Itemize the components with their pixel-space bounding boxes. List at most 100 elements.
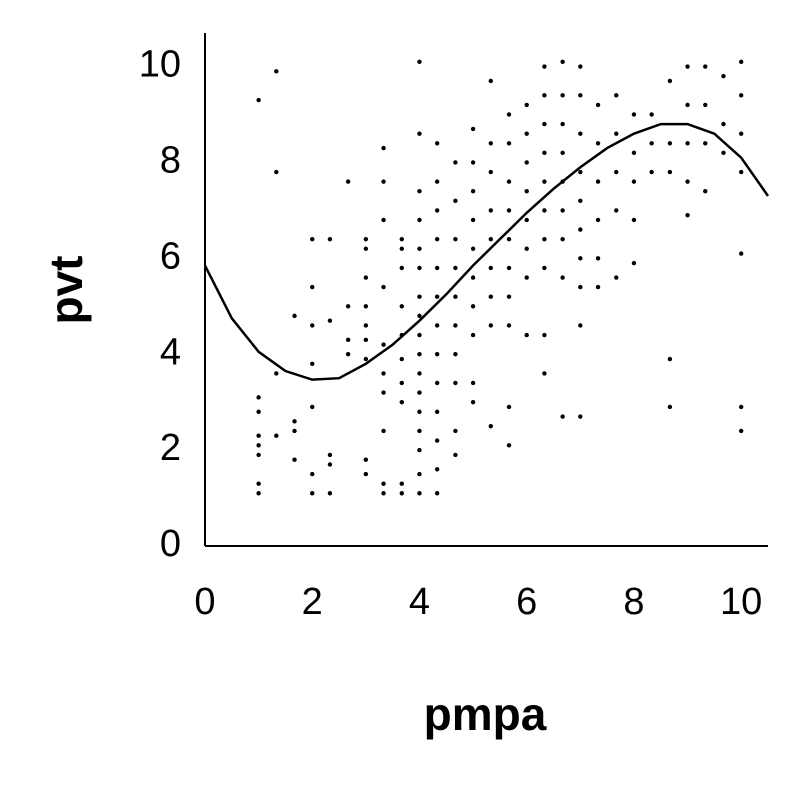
point	[274, 433, 279, 438]
y-tick-label: 2	[160, 427, 181, 469]
point	[542, 332, 547, 338]
point	[453, 323, 458, 328]
point	[703, 64, 708, 69]
point	[470, 217, 476, 223]
point	[453, 428, 458, 434]
point	[578, 169, 583, 175]
point	[434, 294, 440, 299]
point	[399, 236, 404, 242]
point	[631, 179, 637, 184]
point	[578, 284, 583, 290]
point	[363, 246, 369, 251]
point	[310, 491, 315, 496]
point	[614, 275, 619, 280]
point	[470, 275, 476, 280]
point	[417, 447, 422, 453]
point	[560, 121, 565, 127]
point	[595, 284, 601, 290]
y-tick-label: 4	[160, 331, 181, 373]
point	[685, 102, 690, 108]
x-tick-label: 0	[194, 581, 215, 623]
point	[453, 294, 458, 299]
point	[470, 160, 476, 165]
point	[595, 256, 601, 261]
point	[560, 236, 565, 242]
point	[488, 423, 493, 429]
point	[470, 399, 476, 405]
point	[721, 150, 726, 156]
point	[292, 428, 297, 434]
point	[274, 69, 279, 74]
point	[560, 414, 565, 419]
point	[345, 352, 351, 357]
point	[631, 217, 637, 223]
point	[614, 208, 619, 213]
point	[381, 342, 386, 347]
point	[256, 433, 261, 438]
point	[560, 275, 565, 280]
point	[667, 141, 673, 146]
point	[417, 471, 422, 477]
point	[488, 78, 493, 84]
point	[256, 481, 261, 486]
point	[417, 294, 422, 299]
point	[578, 227, 583, 232]
point	[417, 313, 422, 319]
point	[738, 404, 744, 410]
point	[703, 102, 708, 108]
point	[631, 112, 637, 117]
point	[417, 59, 422, 64]
point	[381, 390, 386, 395]
point	[345, 337, 351, 343]
point	[595, 102, 601, 108]
point	[399, 380, 404, 386]
point	[417, 217, 422, 223]
y-tick-label: 10	[139, 44, 181, 86]
point	[417, 428, 422, 434]
point	[399, 356, 404, 362]
point	[363, 356, 369, 362]
x-tick-label: 8	[623, 581, 644, 623]
point	[595, 179, 601, 184]
point	[506, 265, 512, 271]
point	[310, 236, 315, 242]
point	[292, 313, 297, 319]
point	[363, 337, 369, 343]
point	[327, 462, 333, 467]
point	[506, 179, 512, 184]
point	[363, 457, 369, 462]
point	[399, 265, 404, 271]
point	[345, 179, 351, 184]
y-tick-label: 8	[160, 139, 181, 181]
fit-line	[203, 122, 770, 381]
point	[667, 356, 673, 362]
point	[542, 208, 547, 213]
point	[417, 409, 422, 414]
point	[434, 179, 440, 184]
point	[524, 246, 529, 251]
point	[417, 246, 422, 251]
point	[685, 179, 690, 184]
point	[381, 179, 386, 184]
x-axis-label: pmpa	[424, 688, 547, 740]
point	[470, 126, 476, 132]
point	[417, 332, 422, 338]
point	[667, 169, 673, 175]
point	[256, 491, 261, 496]
point	[721, 121, 726, 127]
point	[506, 443, 512, 448]
point	[685, 212, 690, 218]
point	[578, 131, 583, 136]
point	[488, 236, 493, 242]
point	[560, 59, 565, 64]
point	[595, 141, 601, 146]
point	[434, 236, 440, 242]
point	[256, 409, 261, 414]
point	[453, 198, 458, 204]
point	[470, 189, 476, 194]
point	[327, 318, 333, 323]
point	[470, 332, 476, 338]
point	[560, 93, 565, 98]
point	[614, 169, 619, 175]
